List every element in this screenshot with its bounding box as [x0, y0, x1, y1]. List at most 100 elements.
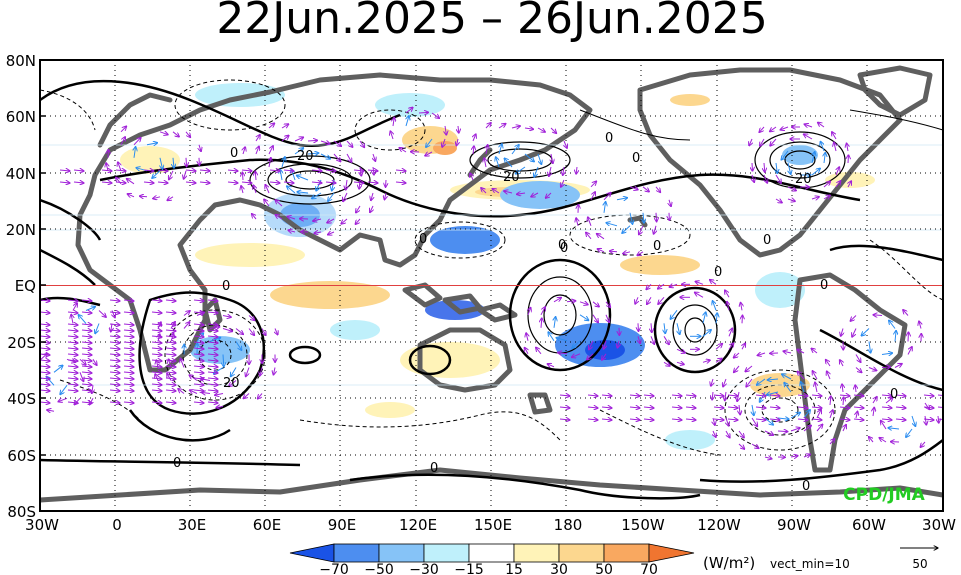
wind-vector-arrow	[824, 153, 825, 164]
contour-label: 0	[560, 241, 568, 256]
wind-vector-arrow	[841, 328, 843, 337]
wind-vector-arrow	[165, 348, 176, 349]
contour-label: 0	[605, 131, 613, 146]
wind-vector-arrow	[853, 407, 864, 408]
wind-vector-arrow	[752, 174, 754, 182]
wind-vector-arrow	[248, 328, 254, 336]
wind-vector-arrow	[843, 424, 846, 432]
x-tick-label: 120E	[399, 516, 437, 534]
wind-vector-arrow	[937, 406, 943, 409]
wind-vector-arrow	[663, 362, 670, 366]
wind-vector-arrow	[606, 314, 609, 323]
wind-vector-arrow	[406, 116, 409, 127]
wind-vector-arrow	[265, 184, 270, 194]
wind-vector-arrow	[830, 410, 833, 419]
wind-vector-arrow	[541, 318, 542, 328]
wind-vector-arrow	[759, 126, 765, 132]
wind-vector-arrow	[311, 170, 322, 171]
wind-vector-arrow	[165, 390, 176, 391]
wind-vector-arrow	[313, 219, 322, 221]
wind-vector-arrow	[152, 170, 161, 179]
shade-positive	[433, 141, 457, 155]
wind-vector-arrow	[67, 360, 78, 361]
wind-vector-arrow	[186, 157, 187, 167]
wind-vector-arrow	[545, 192, 552, 198]
wind-vector-arrow	[816, 409, 821, 419]
wind-vector-arrow	[312, 192, 322, 199]
wind-vector-arrow	[264, 199, 270, 207]
wind-vector-arrow	[496, 157, 500, 168]
wind-vector-arrow	[173, 157, 174, 168]
wind-vector-arrow	[843, 397, 844, 406]
axis-ticks	[40, 59, 46, 512]
colorbar-segment	[378, 543, 425, 563]
wind-vector-arrow	[888, 428, 900, 429]
wind-vector-arrow	[685, 407, 696, 408]
wind-vector-arrow	[713, 407, 724, 408]
wind-vector-arrow	[241, 182, 252, 183]
wind-vector-arrow	[579, 302, 588, 305]
wind-vector-arrow	[123, 330, 134, 331]
wind-vector-arrow	[536, 347, 542, 355]
wind-vector-arrow	[275, 200, 283, 207]
wind-vector-arrow	[656, 212, 657, 222]
shade-positive	[365, 402, 415, 418]
wind-vector-arrow	[537, 127, 545, 132]
shade-negative	[782, 145, 818, 165]
x-tick-label: 60E	[253, 516, 282, 534]
wind-vector-arrow	[252, 214, 257, 220]
wind-vector-arrow	[109, 384, 120, 385]
wind-vector-arrow	[655, 186, 661, 193]
wind-vector-arrow	[193, 324, 204, 325]
shade-negative	[665, 430, 715, 450]
wind-vector-arrow	[760, 138, 765, 146]
wind-vector-arrow	[101, 170, 112, 171]
wind-vector-arrow	[287, 216, 296, 219]
wind-vector-arrow	[629, 407, 640, 408]
wind-vector-arrow	[151, 372, 162, 373]
wind-vector-arrow	[241, 186, 243, 194]
contour-label: 0	[763, 233, 771, 248]
wind-vector-arrow	[764, 162, 765, 172]
x-tick-label: 90E	[328, 516, 357, 534]
wind-vector-arrow	[189, 375, 198, 381]
wind-vector-arrow	[881, 395, 892, 396]
y-tick-label: 20N	[6, 221, 36, 239]
wind-vector-arrow	[458, 125, 459, 133]
wind-vector-arrow	[559, 395, 570, 396]
wind-vector-arrow	[40, 360, 50, 361]
wind-vector-arrow	[919, 321, 921, 329]
wind-vector-arrow	[157, 182, 168, 183]
wind-vector-arrow	[797, 395, 808, 396]
wind-vector-arrow	[93, 359, 97, 365]
wind-vector-arrow	[643, 419, 654, 420]
wind-vector-arrow	[783, 351, 792, 353]
wind-vector-arrow	[445, 125, 446, 135]
wind-vector-arrow	[881, 419, 892, 420]
wind-vector-arrow	[328, 192, 335, 201]
wind-vector-arrow	[486, 145, 488, 155]
x-tick-label: 30E	[178, 516, 207, 534]
wind-vector-arrow	[151, 300, 162, 301]
wind-vector-arrow	[207, 402, 218, 403]
wind-vector-arrow	[207, 360, 218, 361]
wind-vector-arrow	[172, 131, 179, 137]
wind-vector-arrow	[193, 300, 204, 301]
wind-vector-arrow	[548, 332, 555, 342]
wind-vector-arrow	[643, 212, 644, 223]
wind-vector-arrow	[81, 360, 92, 361]
wind-vector-arrow	[741, 302, 743, 311]
wind-vector-arrow	[118, 162, 121, 171]
wind-vector-arrow	[60, 384, 68, 394]
wind-vector-arrow	[275, 215, 283, 220]
wind-vector-arrow	[826, 359, 831, 367]
wind-vector-arrow	[165, 342, 176, 343]
wind-vector-arrow	[165, 300, 176, 301]
wind-vector-arrow	[40, 390, 50, 391]
wind-vector-arrow	[776, 162, 777, 174]
wind-vector-arrow	[797, 407, 808, 408]
wind-vector-arrow	[713, 419, 724, 420]
wind-vector-arrow	[685, 419, 696, 420]
wind-vector-arrow	[504, 158, 513, 168]
wind-vector-arrow	[67, 336, 78, 337]
